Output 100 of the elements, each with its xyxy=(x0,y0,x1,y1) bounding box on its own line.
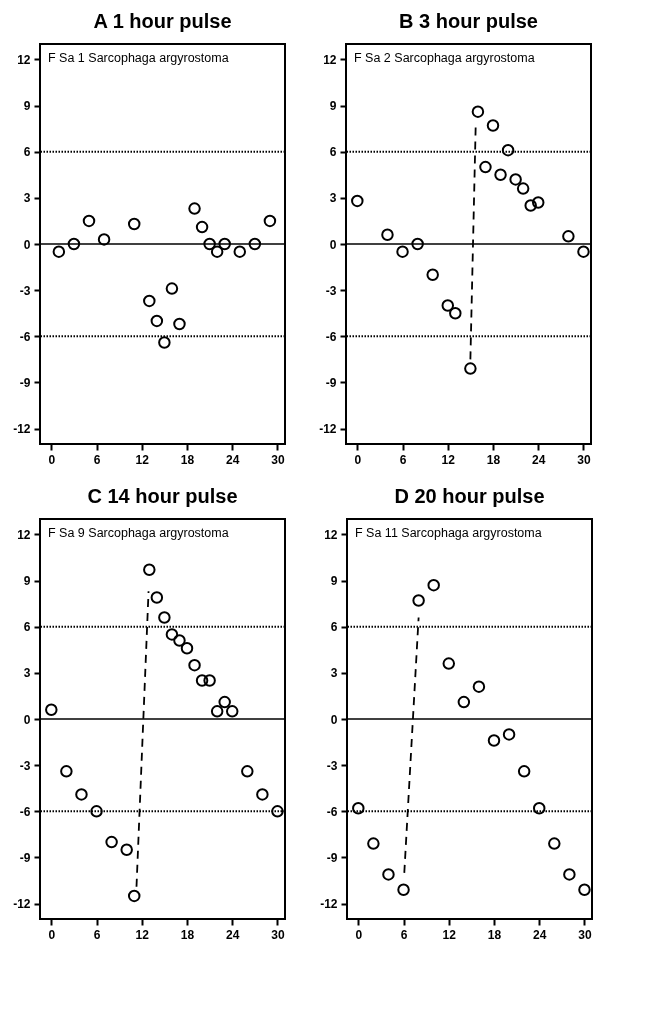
y-tick-label: -9 xyxy=(325,375,337,390)
point xyxy=(486,119,500,132)
y-tick-label: -9 xyxy=(326,850,338,865)
y-tick-label: 3 xyxy=(23,666,31,681)
y-tick-label: 12 xyxy=(17,527,31,542)
x-tick-label: 30 xyxy=(271,452,285,467)
point xyxy=(97,233,111,246)
point xyxy=(442,657,456,670)
point xyxy=(188,658,201,672)
y-tick-label: 6 xyxy=(23,620,31,635)
x-tick-label: 30 xyxy=(271,927,285,942)
x-tick-label: 18 xyxy=(486,452,501,467)
point xyxy=(367,837,380,850)
point xyxy=(180,642,194,655)
point xyxy=(494,168,507,181)
y-tick-label: -6 xyxy=(19,804,31,819)
point xyxy=(127,889,141,903)
y-tick-label: -3 xyxy=(325,283,337,298)
point xyxy=(411,237,424,251)
x-tick-label: 0 xyxy=(48,927,56,942)
point xyxy=(225,705,239,718)
chart-title: A 1 hour pulse xyxy=(93,10,232,32)
point xyxy=(532,802,546,815)
annotation: F Sa 1 Sarcophaga argyrostoma xyxy=(48,51,229,65)
y-tick-label: 9 xyxy=(23,574,31,589)
point xyxy=(173,634,186,647)
y-tick-label: -6 xyxy=(326,804,338,819)
point xyxy=(472,680,486,693)
x-tick-label: 30 xyxy=(577,452,591,467)
x-tick-label: 6 xyxy=(93,927,101,942)
x-tick-label: 12 xyxy=(135,452,150,467)
point xyxy=(105,835,118,849)
point xyxy=(195,674,209,687)
point xyxy=(143,563,156,576)
y-tick-label: 12 xyxy=(324,527,338,542)
point xyxy=(562,230,575,243)
x-tick-label: 12 xyxy=(442,927,457,942)
x-tick-label: 18 xyxy=(180,452,195,467)
y-tick-label: -12 xyxy=(319,422,337,437)
x-tick-label: 12 xyxy=(135,927,150,942)
y-tick-label: 0 xyxy=(330,712,338,727)
point xyxy=(127,217,141,231)
y-tick-label: 0 xyxy=(23,237,31,252)
chart-title: C 14 hour pulse xyxy=(87,485,238,507)
point xyxy=(165,628,179,641)
point xyxy=(67,237,81,251)
point xyxy=(563,868,576,881)
x-tick-label: 24 xyxy=(226,927,240,942)
x-tick-label: 18 xyxy=(487,927,502,942)
y-tick-label: 0 xyxy=(329,237,337,252)
point xyxy=(203,674,216,687)
point xyxy=(427,578,440,592)
point xyxy=(548,837,561,850)
point xyxy=(578,883,591,896)
y-tick-label: 9 xyxy=(329,99,337,114)
x-tick-label: 6 xyxy=(93,452,101,467)
point xyxy=(52,245,66,258)
y-tick-label: -9 xyxy=(19,850,31,865)
point xyxy=(120,843,133,856)
x-tick-label: 30 xyxy=(578,927,592,942)
point xyxy=(150,314,164,328)
point xyxy=(233,245,247,258)
chart-title: B 3 hour pulse xyxy=(399,10,538,32)
y-tick-label: 6 xyxy=(23,145,31,160)
point xyxy=(524,199,537,212)
point xyxy=(165,282,179,295)
annotation: F Sa 2 Sarcophaga argyrostoma xyxy=(354,51,535,65)
point xyxy=(471,105,485,118)
x-tick-label: 24 xyxy=(226,452,240,467)
y-tick-label: -12 xyxy=(320,897,338,912)
point xyxy=(457,695,471,709)
point xyxy=(158,336,171,349)
point xyxy=(248,237,262,251)
x-tick-label: 6 xyxy=(399,452,407,467)
point xyxy=(82,214,96,228)
x-tick-label: 0 xyxy=(48,452,56,467)
point xyxy=(577,245,590,258)
point xyxy=(412,594,425,607)
x-tick-label: 12 xyxy=(441,452,456,467)
point xyxy=(396,245,409,258)
point xyxy=(263,214,277,228)
y-tick-label: -3 xyxy=(326,758,338,773)
annotation: F Sa 11 Sarcophaga argyrostoma xyxy=(355,526,542,540)
y-tick-label: 12 xyxy=(323,52,337,67)
y-tick-label: 3 xyxy=(329,191,337,206)
y-tick-label: 9 xyxy=(330,574,338,589)
point xyxy=(479,160,492,174)
point xyxy=(382,868,395,881)
point xyxy=(517,765,531,778)
x-tick-label: 0 xyxy=(354,452,362,467)
point xyxy=(449,307,462,320)
x-tick-label: 18 xyxy=(180,927,195,942)
point xyxy=(487,734,501,747)
point xyxy=(351,194,364,208)
y-tick-label: 3 xyxy=(23,191,31,206)
y-tick-label: 12 xyxy=(17,52,31,67)
y-tick-label: -6 xyxy=(19,329,31,344)
point xyxy=(256,788,269,801)
point xyxy=(218,695,231,709)
point xyxy=(271,805,284,818)
